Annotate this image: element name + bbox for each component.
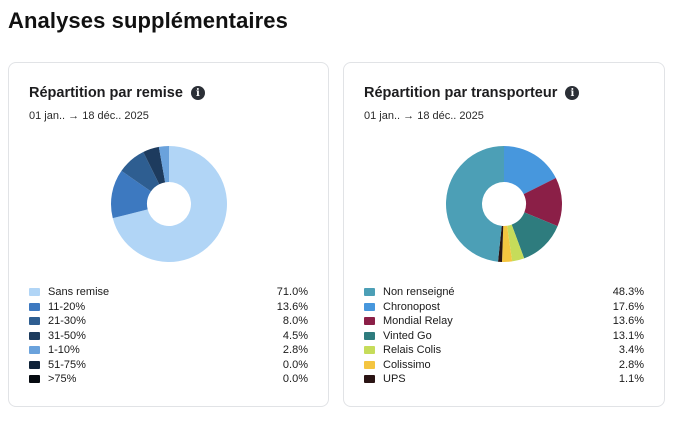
legend-value: 48.3% <box>612 286 644 299</box>
legend-swatch <box>29 375 40 384</box>
legend-value: 4.5% <box>282 329 308 342</box>
legend-swatch <box>29 346 40 355</box>
legend-swatch <box>29 360 40 369</box>
date-range: 01 jan.. → 18 déc.. 2025 <box>364 110 484 122</box>
card-title-text: Répartition par remise <box>29 85 183 101</box>
card-title-discount: Répartition par remise i <box>29 85 205 101</box>
legend-label: 31-50% <box>48 329 86 342</box>
legend-swatch <box>29 288 40 297</box>
legend-swatch <box>29 317 40 326</box>
legend-value: 0.0% <box>282 358 308 371</box>
discount-donut-chart <box>111 146 227 262</box>
legend-item[interactable]: >75% 0.0% <box>29 372 308 387</box>
slice-31-50[interactable] <box>143 146 166 185</box>
legend-swatch <box>364 375 375 384</box>
date-range: 01 jan.. → 18 déc.. 2025 <box>29 110 149 122</box>
legend-label: Sans remise <box>48 286 110 299</box>
legend-label: 21-30% <box>48 315 86 328</box>
card-title-text: Répartition par transporteur <box>364 85 558 101</box>
legend-label: Vinted Go <box>383 329 432 342</box>
slice-21-30[interactable] <box>121 152 160 192</box>
slice-mondial-relay[interactable] <box>523 178 562 227</box>
discount-breakdown-card: Répartition par remise i 01 jan.. → 18 d… <box>8 62 329 407</box>
slice-ups[interactable] <box>497 225 504 262</box>
legend-value: 71.0% <box>276 286 308 299</box>
legend-value: 2.8% <box>618 358 644 371</box>
legend-item[interactable]: Non renseigné 48.3% <box>364 285 644 300</box>
slice-colissimo[interactable] <box>501 225 513 262</box>
legend-item[interactable]: Vinted Go 13.1% <box>364 329 644 344</box>
legend-item[interactable]: UPS 1.1% <box>364 372 644 387</box>
slice-1-10[interactable] <box>158 146 169 183</box>
legend-value: 8.0% <box>282 315 308 328</box>
discount-legend: Sans remise 71.0% 11-20% 13.6% 21-30% 8.0% 31-… <box>29 285 308 387</box>
legend-label: Non renseigné <box>383 286 455 299</box>
slice-sans-remise[interactable] <box>112 146 227 262</box>
legend-value: 1.1% <box>618 373 644 386</box>
legend-label: Mondial Relay <box>383 315 453 328</box>
legend-value: 13.6% <box>276 300 308 313</box>
legend-label: 51-75% <box>48 358 86 371</box>
legend-item[interactable]: Colissimo 2.8% <box>364 358 644 373</box>
info-icon[interactable]: i <box>565 86 580 100</box>
carrier-legend: Non renseigné 48.3% Chronopost 17.6% Mondial… <box>364 285 644 387</box>
slice-chronopost[interactable] <box>504 146 556 195</box>
legend-item[interactable]: 11-20% 13.6% <box>29 300 308 315</box>
legend-item[interactable]: Sans remise 71.0% <box>29 285 308 300</box>
legend-swatch <box>364 360 375 369</box>
legend-swatch <box>29 331 40 340</box>
legend-item[interactable]: Mondial Relay 13.6% <box>364 314 644 329</box>
slice-11-20[interactable] <box>111 170 151 219</box>
info-icon[interactable]: i <box>190 86 205 100</box>
legend-item[interactable]: 31-50% 4.5% <box>29 329 308 344</box>
legend-label: Colissimo <box>383 358 431 371</box>
legend-value: 0.0% <box>282 373 308 386</box>
legend-swatch <box>364 317 375 326</box>
legend-label: 1-10% <box>48 344 80 357</box>
legend-item[interactable]: Chronopost 17.6% <box>364 300 644 315</box>
legend-item[interactable]: 51-75% 0.0% <box>29 358 308 373</box>
legend-value: 3.4% <box>618 344 644 357</box>
legend-value: 13.6% <box>612 315 644 328</box>
legend-swatch <box>29 302 40 311</box>
legend-swatch <box>364 346 375 355</box>
legend-label: Relais Colis <box>383 344 442 357</box>
legend-value: 2.8% <box>282 344 308 357</box>
legend-item[interactable]: 1-10% 2.8% <box>29 343 308 358</box>
legend-label: 11-20% <box>48 300 86 313</box>
page-title: Analyses supplémentaires <box>8 8 288 33</box>
slice-relais-colis[interactable] <box>507 224 525 262</box>
legend-item[interactable]: 21-30% 8.0% <box>29 314 308 329</box>
legend-label: UPS <box>383 373 406 386</box>
legend-label: Chronopost <box>383 300 440 313</box>
legend-label: >75% <box>48 373 77 386</box>
card-title-carrier: Répartition par transporteur i <box>364 85 580 101</box>
legend-value: 13.1% <box>612 329 644 342</box>
legend-value: 17.6% <box>612 300 644 313</box>
slice-vinted-go[interactable] <box>511 212 558 259</box>
slice-non-renseign[interactable] <box>446 146 504 262</box>
carrier-breakdown-card: Répartition par transporteur i 01 jan.. … <box>343 62 665 407</box>
legend-swatch <box>364 331 375 340</box>
legend-item[interactable]: Relais Colis 3.4% <box>364 343 644 358</box>
legend-swatch <box>364 288 375 297</box>
legend-swatch <box>364 302 375 311</box>
carrier-donut-chart <box>446 146 562 262</box>
